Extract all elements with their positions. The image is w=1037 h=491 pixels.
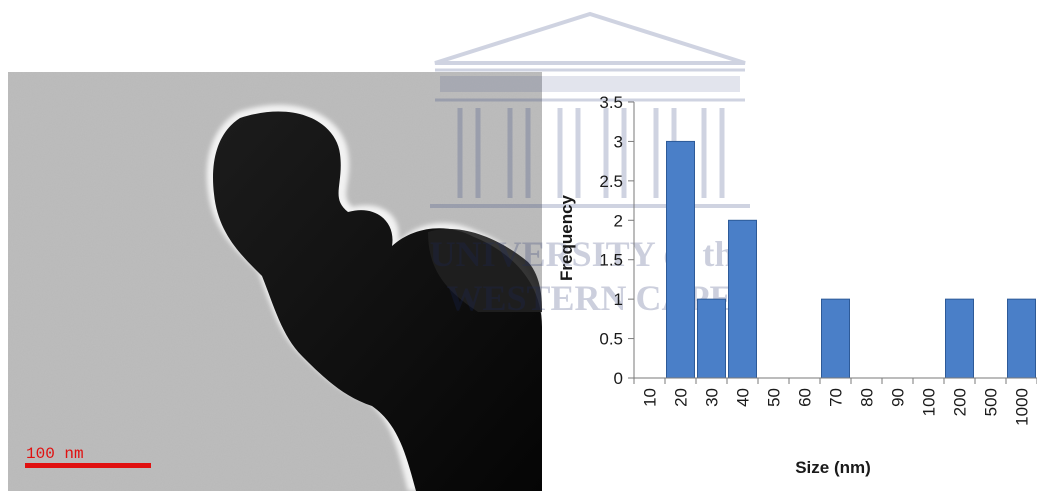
scale-bar [25,463,151,468]
x-tick-label: 200 [951,388,970,416]
histogram-bar-30 [697,298,726,379]
x-tick-label: 60 [796,388,815,407]
histogram-bar-200 [945,298,974,379]
y-tick-label: 2.5 [599,172,623,191]
x-tick-label: 10 [641,388,660,407]
x-tick-label: 80 [858,388,877,407]
x-tick-label: 70 [827,388,846,407]
x-tick-label: 40 [734,388,753,407]
x-tick-label: 90 [889,388,908,407]
y-tick-label: 0 [614,369,623,388]
x-tick-label: 50 [765,388,784,407]
histogram-bars [666,140,1036,379]
y-axis-title: Frequency [557,194,576,281]
x-tick-label: 20 [672,388,691,407]
size-histogram: 0 0.5 1 1.5 2 2.5 3 3.5 10 20 30 40 50 60 70 80 90 100 20… [557,93,1037,477]
svg-text:UNIVERSITY of the: UNIVERSITY of the [430,234,751,274]
particle-aggregate [213,111,542,491]
histogram-bar-20 [666,140,695,379]
x-axis: 10 20 30 40 50 60 70 80 90 100 200 500 1000 [633,377,1037,426]
histogram-bar-70 [821,298,850,379]
y-tick-label: 0.5 [599,330,623,349]
y-tick-label: 3.5 [599,93,623,112]
tem-micrograph: 100 nm [8,72,542,491]
x-tick-label: 500 [982,388,1001,416]
x-axis-title: Size (nm) [795,458,871,477]
x-tick-label: 100 [920,388,939,416]
y-tick-label: 1 [614,290,623,309]
y-tick-label: 2 [614,211,623,230]
y-tick-label: 3 [614,132,623,151]
scale-bar-label: 100 nm [26,445,84,463]
y-axis: 0 0.5 1 1.5 2 2.5 3 3.5 [599,93,635,388]
x-tick-label: 30 [703,388,722,407]
y-tick-label: 1.5 [599,251,623,270]
university-watermark-logo: UNIVERSITY of the WESTERN CAPE [430,11,751,318]
histogram-bar-40 [728,219,757,379]
histogram-bar-1000 [1007,298,1036,379]
x-tick-label: 1000 [1013,388,1032,426]
